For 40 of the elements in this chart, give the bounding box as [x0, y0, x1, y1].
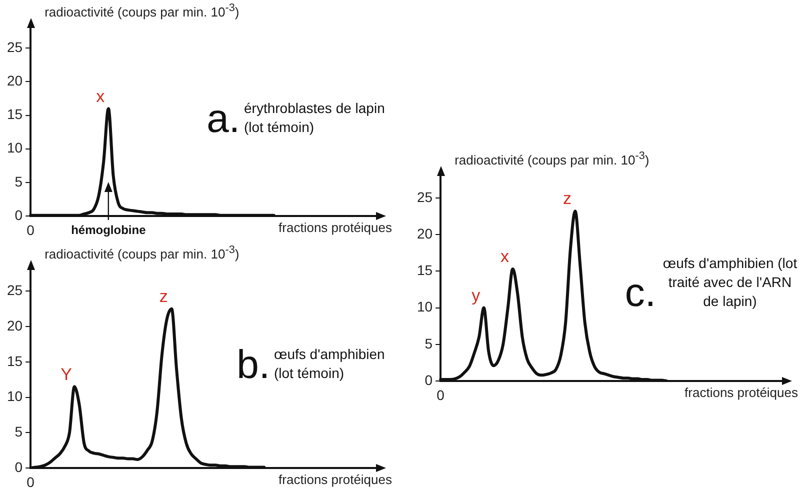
y-tick-label: 0	[424, 372, 433, 388]
text: érythroblastes de lapin (lot témoin)	[244, 99, 386, 138]
y-tick-label: 25	[6, 282, 23, 298]
text: hémoglobine	[71, 223, 146, 237]
text: œufs d'amphibien (lot témoin)	[274, 345, 386, 384]
annotation: Y	[60, 364, 72, 385]
y-tick-label: 20	[6, 317, 23, 334]
text: b.	[236, 343, 270, 388]
text: œufs d'amphibien (lot traité avec de l'ARN de lapin)	[662, 254, 798, 311]
text: c.	[624, 270, 656, 315]
y-tick-label: 5	[424, 335, 433, 352]
annotation: y	[472, 286, 480, 306]
text: 0	[26, 474, 34, 490]
annotation: x	[96, 86, 105, 107]
y-tick-label: 20	[416, 225, 433, 242]
annotation: z	[159, 286, 168, 307]
y-tick-label: 0	[14, 206, 23, 223]
annotation: z	[562, 189, 572, 210]
text: a.	[206, 97, 240, 142]
y-tick-label: 15	[6, 352, 23, 369]
y-axis-title: radioactivité (coups par min. 10$^{-3}$)	[44, 2, 240, 20]
y-tick-label: 15	[416, 262, 433, 278]
y-tick-label: 20	[6, 72, 23, 89]
y-axis-title: radioactivité (coups par min. 10$^{-3}$)	[454, 150, 650, 168]
y-tick-label: 25	[416, 188, 433, 205]
y-tick-label: 5	[14, 424, 23, 440]
y-tick-label: 10	[416, 298, 433, 315]
annotation: x	[500, 246, 509, 267]
text: 0	[436, 387, 444, 403]
y-tick-label: 5	[14, 173, 23, 190]
x-axis-title: fractions protéiques	[278, 472, 392, 487]
x-axis-title: fractions protéiques	[278, 220, 392, 235]
y-tick-label: 15	[6, 106, 23, 122]
y-tick-label: 10	[6, 388, 23, 404]
y-tick-label: 25	[6, 39, 23, 55]
x-axis-title: fractions protéiques	[684, 385, 798, 400]
y-tick-label: 0	[14, 458, 23, 475]
y-axis-title: radioactivité (coups par min. 10$^{-3}$)	[44, 244, 240, 262]
text: 0	[26, 222, 34, 238]
y-tick-label: 10	[6, 140, 23, 156]
